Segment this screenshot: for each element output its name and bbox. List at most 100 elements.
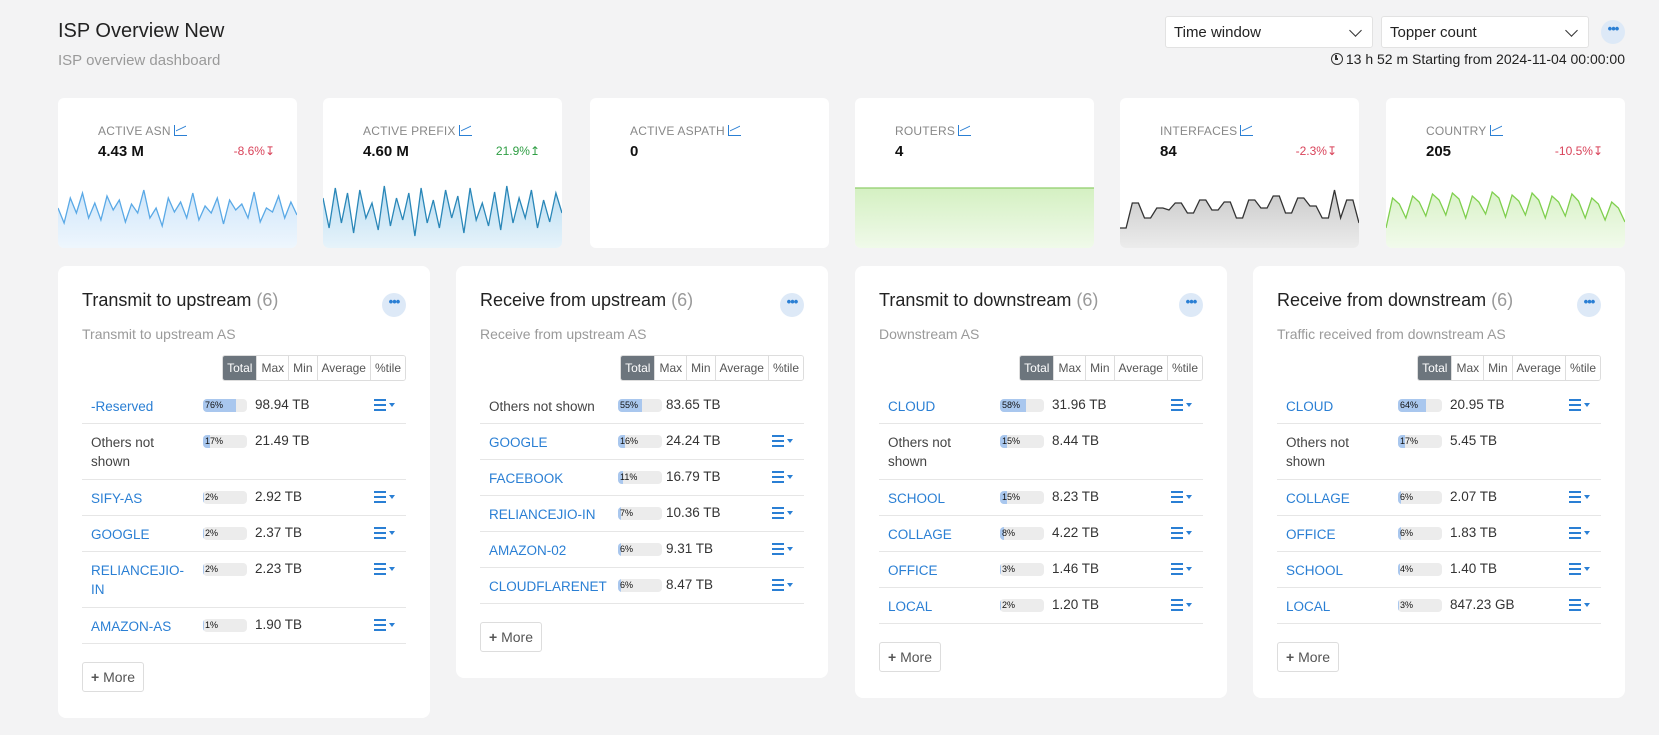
metric-button-1[interactable]: Max (1053, 356, 1086, 380)
row-name[interactable]: AMAZON-02 (489, 543, 567, 558)
percent-label: 15% (1002, 436, 1021, 446)
table-row: CLOUD 64% 20.95 TB (1277, 388, 1601, 424)
trend-chart-icon[interactable] (1240, 125, 1254, 136)
row-menu-icon[interactable] (772, 543, 793, 555)
row-name[interactable]: CLOUDFLARENET (489, 579, 607, 594)
row-menu-icon[interactable] (1569, 491, 1590, 503)
metric-button-1[interactable]: Max (256, 356, 289, 380)
panel-options-button[interactable]: ••• (1179, 293, 1203, 317)
row-menu-icon[interactable] (772, 579, 793, 591)
sparkline-area (58, 190, 297, 248)
metric-button-1[interactable]: Max (654, 356, 687, 380)
row-menu-icon[interactable] (1569, 527, 1590, 539)
row-menu-icon[interactable] (374, 619, 395, 631)
stat-card[interactable]: COUNTRY 205 -10.5%↧ (1386, 98, 1625, 248)
metric-button-3[interactable]: Average (1113, 356, 1167, 380)
more-button[interactable]: + More (82, 662, 144, 692)
row-name[interactable]: RELIANCEJIO-IN (91, 563, 185, 597)
panel-subtitle: Downstream AS (879, 326, 980, 342)
row-name[interactable]: COLLAGE (1286, 491, 1350, 506)
row-menu-icon[interactable] (374, 527, 395, 539)
row-name[interactable]: LOCAL (888, 599, 933, 614)
row-name[interactable]: OFFICE (888, 563, 938, 578)
more-label: More (1298, 649, 1330, 665)
stat-card[interactable]: ACTIVE ASPATH 0 (590, 98, 829, 248)
row-menu-icon[interactable] (1569, 399, 1590, 411)
row-menu-icon[interactable] (772, 507, 793, 519)
row-name[interactable]: AMAZON-AS (91, 619, 172, 634)
row-value: 1.83 TB (1450, 525, 1498, 540)
percent-bar-fill (1398, 563, 1400, 576)
trend-chart-icon[interactable] (958, 125, 972, 136)
row-menu-icon[interactable] (1569, 563, 1590, 575)
topper-count-select[interactable]: Topper count (1381, 16, 1589, 48)
metric-button-4[interactable]: %tile (1166, 356, 1202, 380)
row-menu-icon[interactable] (374, 399, 395, 411)
row-name[interactable]: SCHOOL (888, 491, 946, 506)
row-name[interactable]: FACEBOOK (489, 471, 564, 486)
metric-button-4[interactable]: %tile (1564, 356, 1600, 380)
row-name[interactable]: CLOUD (1286, 399, 1334, 414)
row-name[interactable]: COLLAGE (888, 527, 952, 542)
row-name: Others not shown (1286, 435, 1350, 469)
stat-card[interactable]: INTERFACES 84 -2.3%↧ (1120, 98, 1359, 248)
time-window-select[interactable]: Time window (1165, 16, 1373, 48)
row-name[interactable]: GOOGLE (489, 435, 548, 450)
percent-bar-fill (618, 543, 621, 556)
metric-button-4[interactable]: %tile (767, 356, 803, 380)
stat-value: 4.60 M (363, 143, 409, 160)
row-name[interactable]: GOOGLE (91, 527, 150, 542)
stat-card[interactable]: ROUTERS 4 (855, 98, 1094, 248)
table-row: Others not shown 55% 83.65 TB (480, 388, 804, 424)
stat-card[interactable]: ACTIVE PREFIX 4.60 M 21.9%↥ (323, 98, 562, 248)
percent-label: 3% (1002, 564, 1016, 574)
row-menu-icon[interactable] (374, 491, 395, 503)
trend-chart-icon[interactable] (173, 125, 187, 136)
metric-button-0[interactable]: Total (1020, 356, 1054, 380)
row-menu-icon[interactable] (772, 435, 793, 447)
row-menu-icon[interactable] (772, 471, 793, 483)
more-button[interactable]: + More (1277, 642, 1339, 672)
row-menu-icon[interactable] (1171, 399, 1192, 411)
row-menu-icon[interactable] (1171, 527, 1192, 539)
stat-card[interactable]: ACTIVE ASN 4.43 M -8.6%↧ (58, 98, 297, 248)
panel-options-button[interactable]: ••• (780, 293, 804, 317)
more-button[interactable]: + More (480, 622, 542, 652)
metric-button-1[interactable]: Max (1451, 356, 1484, 380)
row-menu-icon[interactable] (1171, 563, 1192, 575)
panel-options-button[interactable]: ••• (1577, 293, 1601, 317)
row-name[interactable]: LOCAL (1286, 599, 1331, 614)
row-menu-icon[interactable] (1171, 599, 1192, 611)
row-menu-icon[interactable] (1171, 491, 1192, 503)
metric-button-0[interactable]: Total (1418, 356, 1452, 380)
dashboard-options-button[interactable]: ••• (1601, 20, 1625, 44)
metric-button-3[interactable]: Average (316, 356, 370, 380)
topper-table: Others not shown 55% 83.65 TB GOOGLE 16%… (480, 388, 804, 604)
metric-button-2[interactable]: Min (288, 356, 317, 380)
row-name[interactable]: OFFICE (1286, 527, 1336, 542)
trend-chart-icon[interactable] (458, 125, 472, 136)
row-menu-icon[interactable] (1569, 599, 1590, 611)
row-name[interactable]: RELIANCEJIO-IN (489, 507, 596, 522)
row-name[interactable]: -Reserved (91, 399, 154, 414)
table-row: COLLAGE 8% 4.22 TB (879, 516, 1203, 552)
trend-chart-icon[interactable] (1489, 125, 1503, 136)
metric-button-2[interactable]: Min (1085, 356, 1114, 380)
trend-chart-icon[interactable] (727, 125, 741, 136)
sparkline-line (1120, 189, 1359, 229)
more-button[interactable]: + More (879, 642, 941, 672)
metric-button-0[interactable]: Total (223, 356, 257, 380)
panel-title: Transmit to downstream (6) (879, 290, 1099, 310)
metric-button-0[interactable]: Total (621, 356, 655, 380)
row-name[interactable]: CLOUD (888, 399, 936, 414)
metric-button-4[interactable]: %tile (369, 356, 405, 380)
metric-button-2[interactable]: Min (1483, 356, 1512, 380)
metric-button-3[interactable]: Average (1511, 356, 1565, 380)
row-name[interactable]: SIFY-AS (91, 491, 143, 506)
row-menu-icon[interactable] (374, 563, 395, 575)
metric-button-3[interactable]: Average (714, 356, 768, 380)
panel-options-button[interactable]: ••• (382, 293, 406, 317)
row-name[interactable]: SCHOOL (1286, 563, 1344, 578)
metric-button-2[interactable]: Min (686, 356, 715, 380)
time-range-info: 13 h 52 m Starting from 2024-11-04 00:00… (1330, 51, 1625, 67)
